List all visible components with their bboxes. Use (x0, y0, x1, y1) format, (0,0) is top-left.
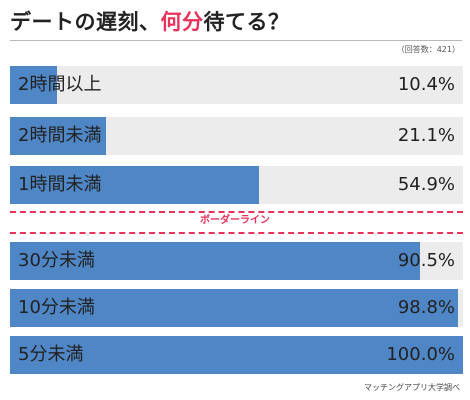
bar (10, 166, 259, 204)
value-label: 10.4% (397, 74, 455, 95)
title-prefix: デートの遅刻、 (10, 10, 161, 34)
bar-row: 1時間未満 54.9% (10, 166, 463, 204)
bar-track (10, 66, 463, 104)
bar (10, 289, 458, 327)
category-label: 5分未満 (18, 344, 84, 365)
value-label: 54.9% (397, 174, 455, 195)
category-label: 10分未満 (18, 297, 95, 318)
category-label: 2時間以上 (18, 74, 102, 95)
source-note: マッチングアプリ大学調べ (364, 383, 460, 392)
border-line-dashed (10, 232, 463, 234)
bar-row: 2時間以上 10.4% (10, 66, 463, 104)
bar (10, 66, 58, 104)
border-line-label: ボーダーライン (194, 214, 276, 228)
bar (10, 336, 463, 374)
title-divider (10, 40, 462, 41)
title-suffix: 待てる？ (203, 10, 290, 34)
chart-title: デートの遅刻、何分待てる？ (10, 6, 290, 36)
value-label: 90.5% (397, 250, 455, 271)
bar (10, 242, 420, 280)
category-label: 30分未満 (18, 250, 95, 271)
value-label: 98.8% (397, 297, 455, 318)
category-label: 2時間未満 (18, 125, 102, 146)
title-highlight: 何分 (160, 10, 204, 34)
value-label: 100.0% (386, 344, 455, 365)
border-line-dashed (10, 211, 463, 213)
bar-row: 5分未満 100.0% (10, 336, 463, 374)
bar-row: 30分未満 90.5% (10, 242, 463, 280)
sample-size-note: （回答数：421） (396, 45, 460, 54)
bar-row: 2時間未満 21.1% (10, 117, 463, 155)
bar-row: 10分未満 98.8% (10, 289, 463, 327)
category-label: 1時間未満 (18, 174, 102, 195)
value-label: 21.1% (397, 125, 455, 146)
bar (10, 117, 106, 155)
